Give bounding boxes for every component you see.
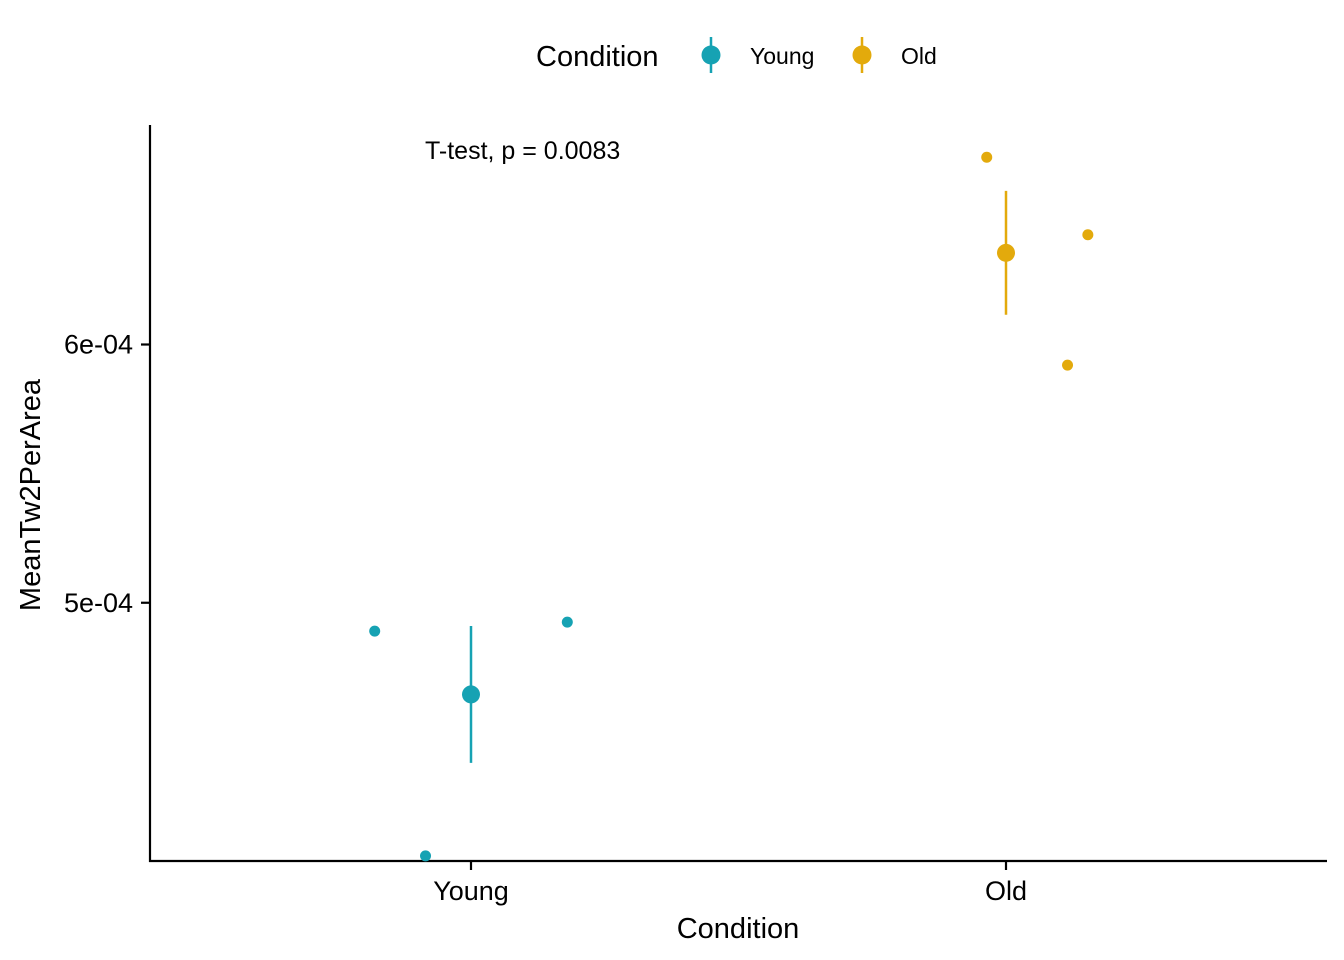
y-ticks: 5e-04 6e-04 [64,330,150,618]
x-axis-title: Condition [677,913,800,945]
legend-entry-young: Young [701,37,814,73]
t-test-annotation: T-test, p = 0.0083 [425,137,620,165]
mean-point-old [997,243,1015,262]
x-ticks: Young Old [433,861,1027,906]
data-point-young-1 [369,625,381,637]
series-old [981,151,1094,371]
legend: Condition Young Old [536,37,937,73]
y-tick-label: 5e-04 [64,588,133,618]
legend-title: Condition [536,41,659,73]
chart-marks [369,151,1094,862]
data-point-old-1 [981,151,993,163]
x-tick-label-young: Young [433,876,509,906]
data-point-old-2 [1082,229,1094,241]
legend-label-young: Young [750,43,814,69]
mean-point-young [462,685,480,704]
y-tick-label: 6e-04 [64,330,133,360]
series-young [369,616,573,862]
data-point-young-3 [561,616,573,628]
x-tick-label-old: Old [985,876,1027,906]
data-point-young-2 [420,850,432,862]
legend-key-dot-old [852,45,872,65]
data-point-old-3 [1062,359,1074,371]
y-axis-title: MeanTw2PerArea [15,378,47,611]
legend-key-dot-young [701,45,721,65]
legend-entry-old: Old [852,37,937,73]
legend-label-old: Old [901,43,937,69]
